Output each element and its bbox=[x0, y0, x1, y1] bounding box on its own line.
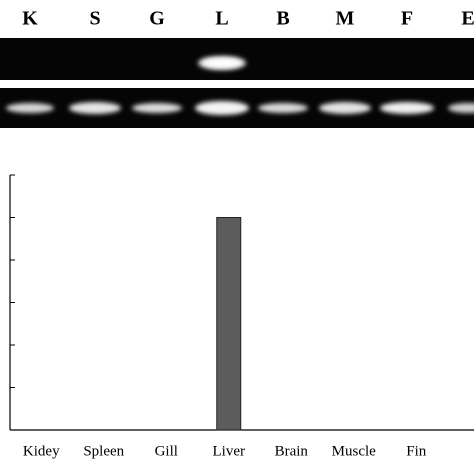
x-tick-label: Brain bbox=[275, 443, 309, 459]
lane-label: L bbox=[215, 8, 228, 30]
gel-bands bbox=[6, 101, 474, 115]
x-tick-label: Kidey bbox=[23, 443, 60, 459]
bar bbox=[216, 217, 242, 431]
lane-label: M bbox=[336, 8, 355, 30]
lane-label: S bbox=[89, 8, 100, 30]
x-tick-label: Liver bbox=[213, 443, 245, 459]
x-tick-label: Fin bbox=[406, 443, 427, 459]
x-tick-label: Gill bbox=[155, 443, 178, 459]
lane-label: K bbox=[22, 8, 38, 30]
lane-label: E bbox=[461, 8, 474, 30]
x-tick-label: Spleen bbox=[83, 443, 124, 459]
gel-band bbox=[204, 59, 240, 67]
lane-label: G bbox=[149, 8, 165, 30]
lane-label: B bbox=[276, 8, 289, 30]
x-tick-label: Muscle bbox=[332, 443, 377, 459]
lane-label: F bbox=[401, 8, 413, 30]
